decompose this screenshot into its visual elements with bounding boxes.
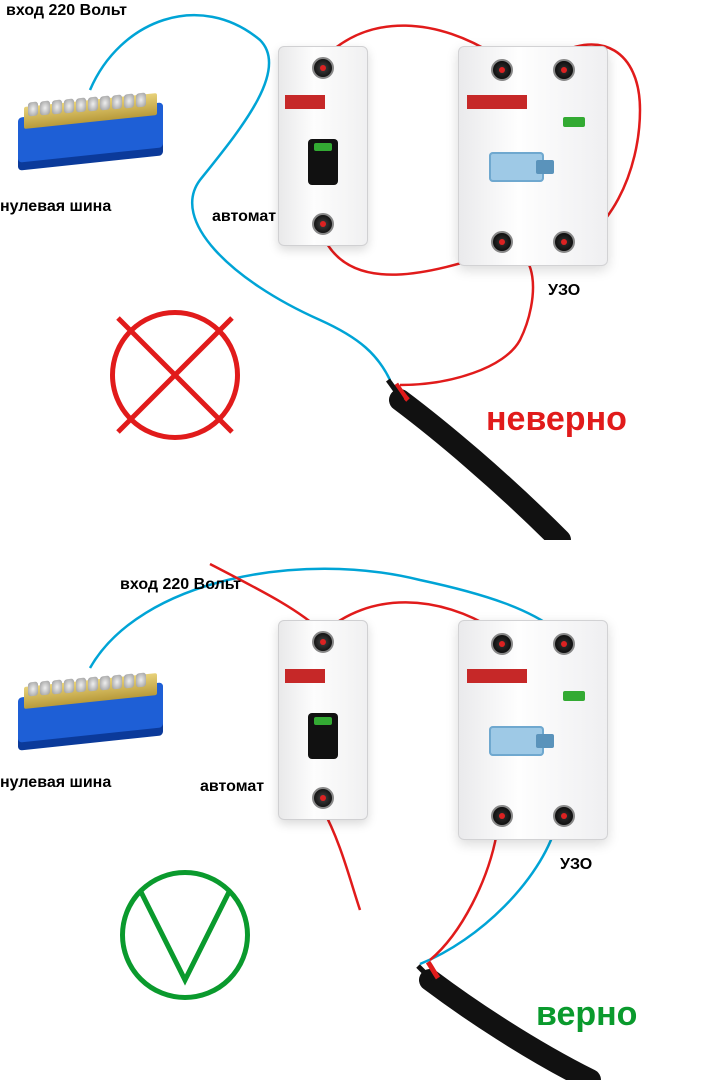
label-input: вход 220 Вольт xyxy=(6,2,127,20)
rcd-terminal-bottom-right xyxy=(553,231,575,253)
label-rcd: УЗО xyxy=(548,282,580,300)
wire-phase-breaker-out xyxy=(322,808,360,910)
panel-incorrect: вход 220 Вольт нулевая шина автомат УЗО xyxy=(0,0,704,540)
busbar-screw xyxy=(112,674,122,689)
neutral-busbar xyxy=(18,660,163,750)
wire-phase-out xyxy=(430,826,498,960)
rcd-test-button xyxy=(563,691,585,701)
neutral-busbar xyxy=(18,80,163,170)
breaker-brand-stripe xyxy=(285,95,325,109)
busbar-screw xyxy=(40,100,50,115)
cable-core-red xyxy=(428,962,438,978)
incorrect-symbol xyxy=(110,310,240,440)
busbar-screw xyxy=(76,677,86,692)
breaker-terminal-bottom xyxy=(312,213,334,235)
busbar-screw xyxy=(52,679,62,694)
label-breaker: автомат xyxy=(212,208,276,226)
busbar-screw xyxy=(88,96,98,111)
busbar-screw xyxy=(28,681,38,696)
rcd-terminal-top-left xyxy=(491,633,513,655)
busbar-screw xyxy=(40,680,50,695)
busbar-screw xyxy=(136,92,146,107)
rcd-lever xyxy=(489,152,544,182)
label-neutral-bus: нулевая шина xyxy=(0,198,111,216)
rcd-brand-stripe xyxy=(467,95,527,109)
rcd-lever xyxy=(489,726,544,756)
breaker-toggle xyxy=(308,139,338,185)
busbar-screw xyxy=(76,97,86,112)
breaker-terminal-top xyxy=(312,57,334,79)
circuit-breaker xyxy=(278,620,368,820)
rcd-device xyxy=(458,46,608,266)
result-correct: верно xyxy=(536,995,637,1034)
rcd-device xyxy=(458,620,608,840)
busbar-screw xyxy=(28,101,38,116)
rcd-terminal-top-left xyxy=(491,59,513,81)
cable-core-red xyxy=(396,384,408,400)
busbar-screw xyxy=(64,678,74,693)
label-rcd: УЗО xyxy=(560,856,592,874)
busbar-screw xyxy=(88,676,98,691)
rcd-brand-stripe xyxy=(467,669,527,683)
rcd-terminal-bottom-right xyxy=(553,805,575,827)
busbar-screw xyxy=(52,99,62,114)
breaker-terminal-bottom xyxy=(312,787,334,809)
busbar-screw xyxy=(124,673,134,688)
breaker-terminal-top xyxy=(312,631,334,653)
cable-core-black xyxy=(418,966,432,980)
result-incorrect: неверно xyxy=(486,400,627,439)
busbar-screw xyxy=(136,672,146,687)
breaker-brand-stripe xyxy=(285,669,325,683)
busbar-screw xyxy=(64,98,74,113)
rcd-terminal-top-right xyxy=(553,59,575,81)
rcd-terminal-bottom-left xyxy=(491,805,513,827)
busbar-screw xyxy=(124,93,134,108)
correct-symbol xyxy=(120,870,250,1000)
label-input: вход 220 Вольт xyxy=(120,576,241,594)
rcd-terminal-top-right xyxy=(553,633,575,655)
wire-neutral-out xyxy=(420,826,556,964)
busbar-screw xyxy=(112,94,122,109)
cable-core-black xyxy=(388,380,402,400)
breaker-toggle xyxy=(308,713,338,759)
circuit-breaker xyxy=(278,46,368,246)
label-neutral-bus: нулевая шина xyxy=(0,774,111,792)
label-breaker: автомат xyxy=(200,778,264,796)
busbar-screw xyxy=(100,95,110,110)
busbar-screw xyxy=(100,675,110,690)
rcd-terminal-bottom-left xyxy=(491,231,513,253)
panel-correct: вход 220 Вольт нулевая шина автомат УЗО xyxy=(0,540,704,1080)
rcd-test-button xyxy=(563,117,585,127)
